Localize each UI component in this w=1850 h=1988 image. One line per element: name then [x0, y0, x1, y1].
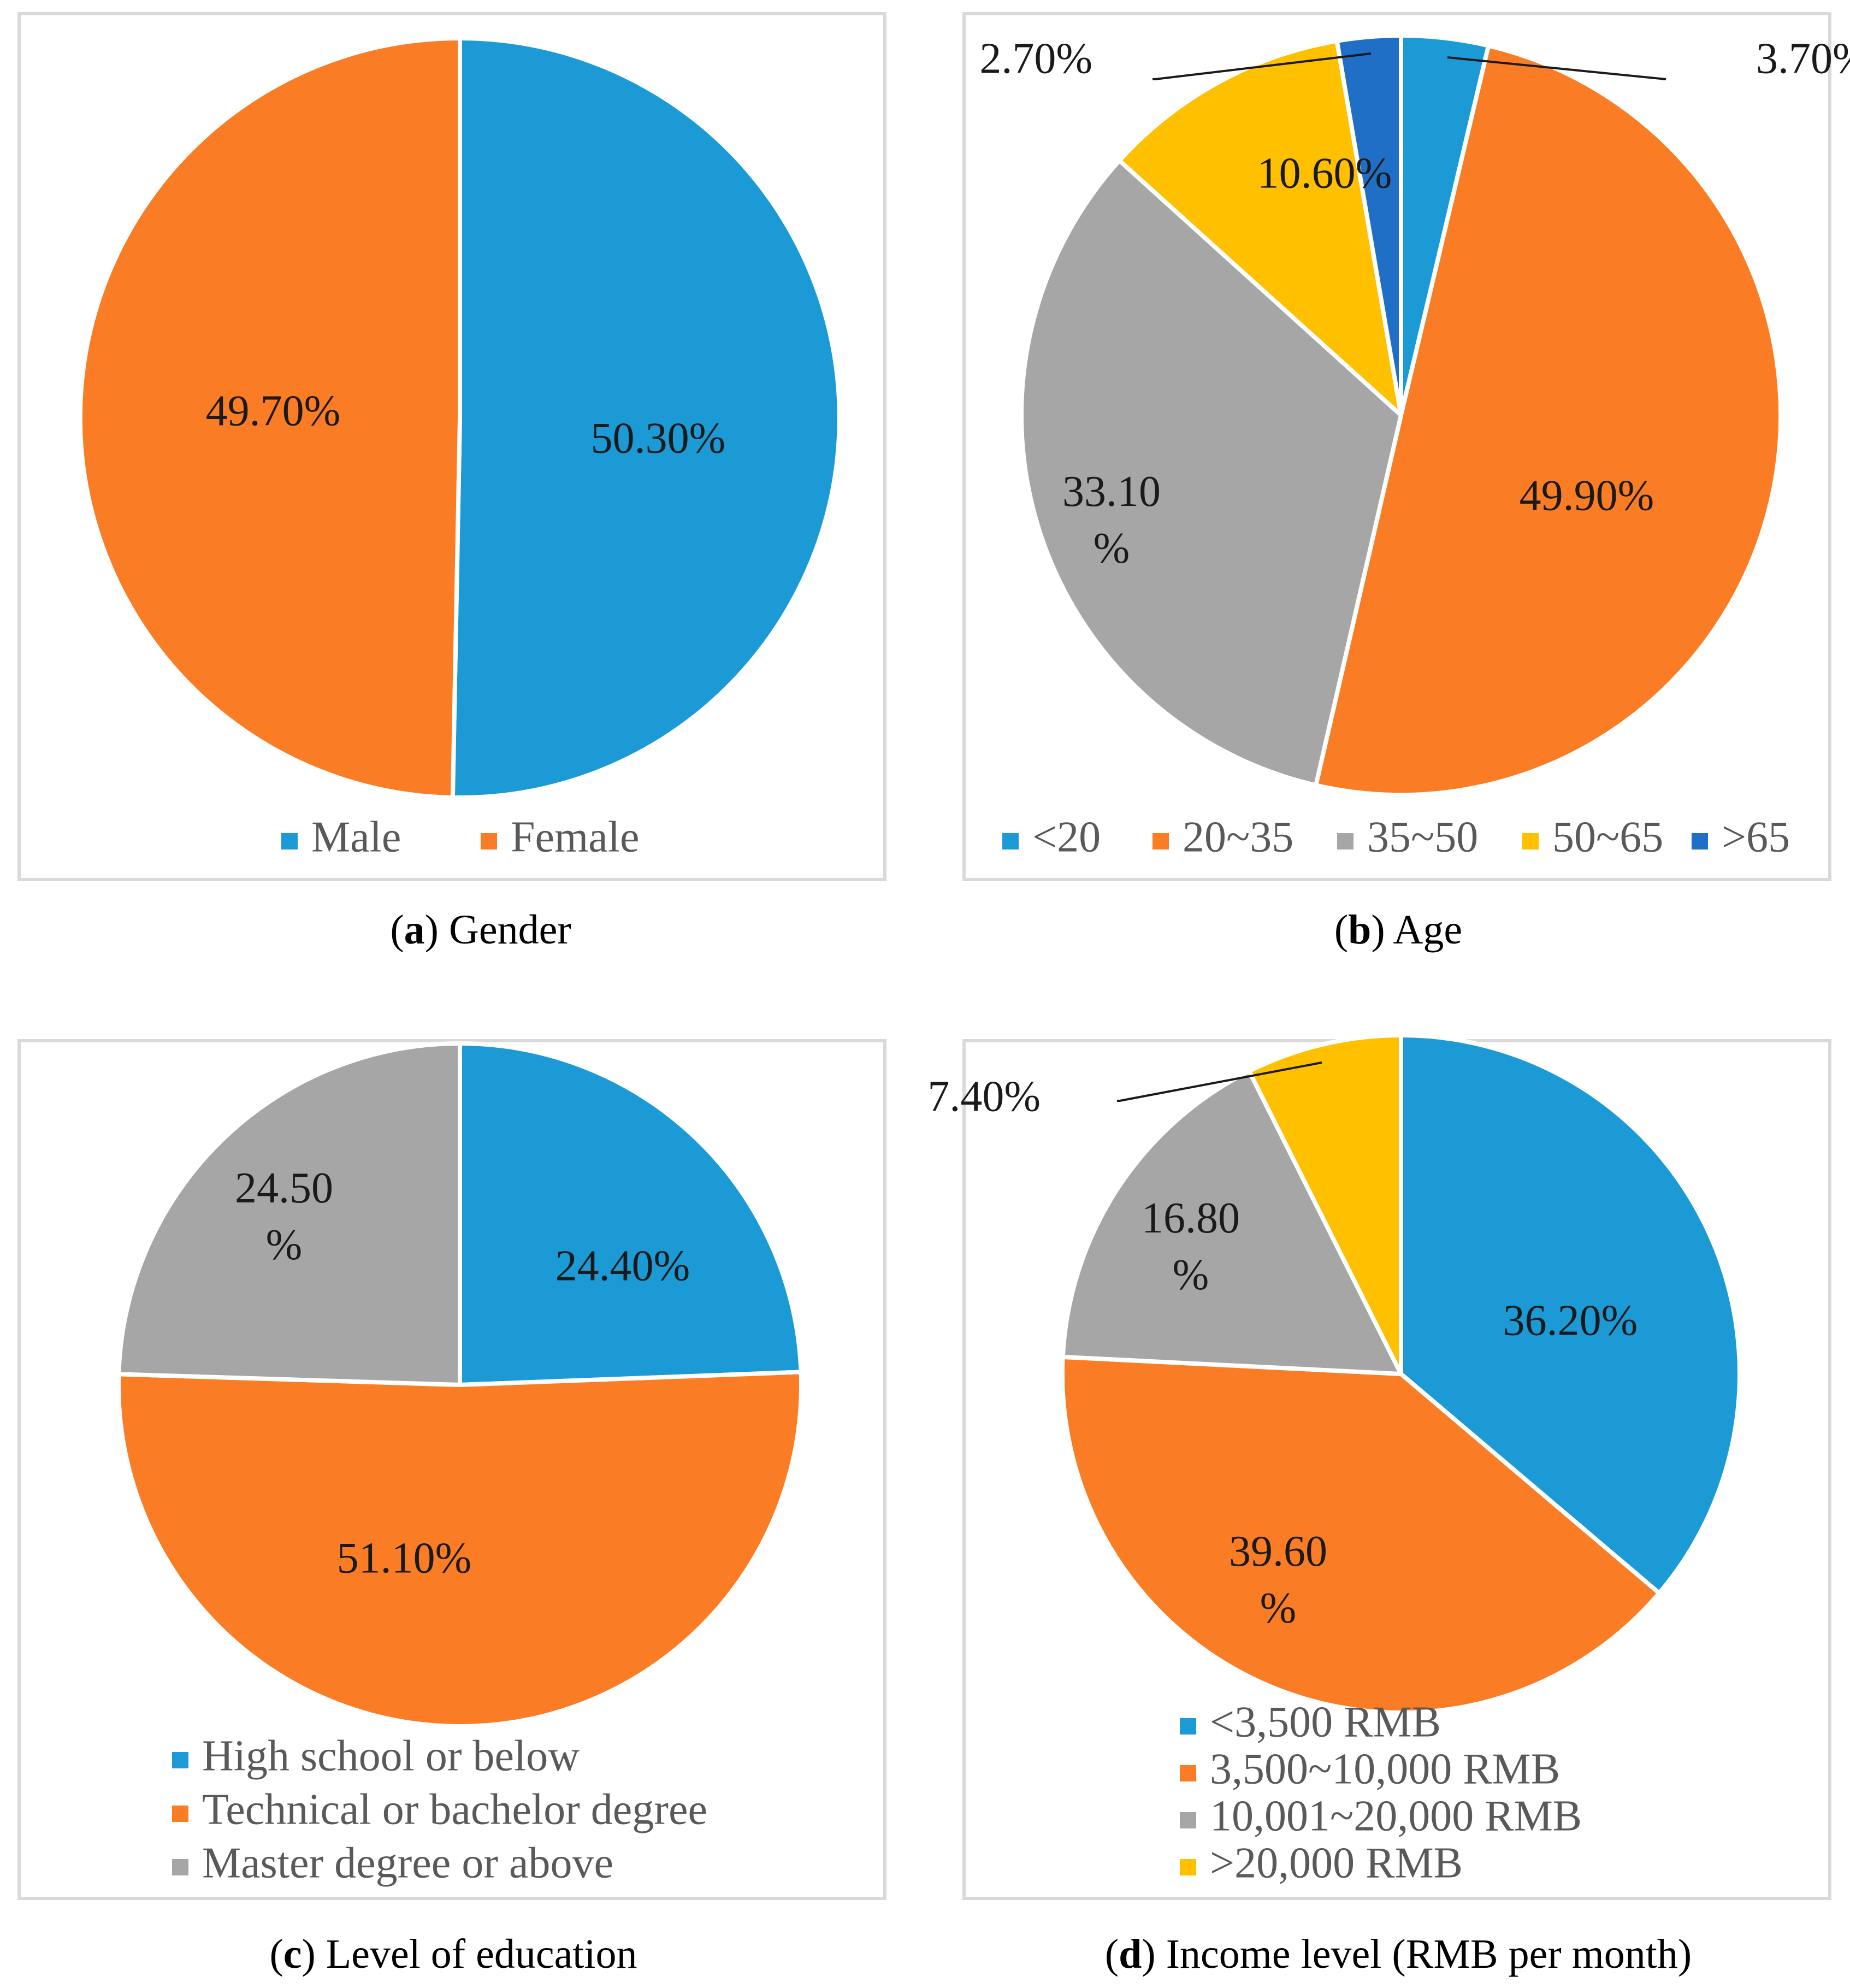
- legend-swatch-3-500-10-000-rmb: [1180, 1765, 1196, 1781]
- panel-c: 24.40% 51.10% 24.50 % High school or below Te…: [17, 1039, 886, 1977]
- panel-caption: (c) Level of education: [269, 1931, 637, 1977]
- legend-label-65: >65: [1722, 813, 1790, 861]
- legend-swatch-male: [281, 833, 298, 850]
- caption-title: Level of education: [316, 1931, 637, 1977]
- legend-label-50-65: 50~65: [1552, 813, 1663, 861]
- panel-caption: (a) Gender: [390, 907, 571, 953]
- legend-label-20-000-rmb: >20,000 RMB: [1210, 1839, 1463, 1887]
- caption-letter: b: [1348, 907, 1371, 953]
- legend-swatch-high-school-or-below: [172, 1752, 188, 1768]
- caption-title: Age: [1385, 907, 1462, 953]
- panel-caption: (d) Income level (RMB per month): [1105, 1931, 1692, 1977]
- legend-swatch-20: [1002, 833, 1019, 850]
- data-label-female: 49.70%: [206, 387, 341, 435]
- legend-swatch-20-000-rmb: [1180, 1859, 1196, 1875]
- pie-slice-50-65: [1117, 38, 1403, 417]
- pie-slice-3-500-10-000-rmb: [1060, 1354, 1662, 1715]
- caption-letter: c: [283, 1931, 302, 1977]
- legend-label-3-500-rmb: <3,500 RMB: [1210, 1698, 1441, 1746]
- legend-swatch-10-001-20-000-rmb: [1180, 1812, 1196, 1828]
- data-label-65: 2.70%: [979, 34, 1092, 82]
- legend-swatch-20-35: [1152, 833, 1169, 850]
- panel-d: 36.20% 39.60 % 16.80 % 7.40% <3,500 RMB3,500~1…: [927, 1033, 1831, 1977]
- data-label-male: 50.30%: [591, 414, 726, 462]
- pie-slice-master-degree-or-above: [116, 1041, 462, 1387]
- legend-label-10-001-20-000-rmb: 10,001~20,000 RMB: [1210, 1792, 1582, 1840]
- leader-line: [1152, 52, 1372, 80]
- pie-slice-65: [1334, 33, 1403, 417]
- legend-label-male: Male: [311, 813, 401, 861]
- legend-swatch-50-65: [1522, 833, 1539, 850]
- data-label-high-school-or-below: 24.40%: [555, 1242, 690, 1290]
- caption-letter: d: [1119, 1931, 1142, 1977]
- legend: <20 20~35 35~50 50~65 >65: [1002, 813, 1790, 861]
- legend-label-20: <20: [1032, 813, 1101, 861]
- panel-b: 3.70% 49.90% 33.10% 10.60% 2.70% <20 20~35 35~5…: [962, 12, 1850, 953]
- legend-label-high-school-or-below: High school or below: [202, 1732, 580, 1780]
- panel-caption: (b) Age: [1334, 907, 1462, 953]
- leader-line: [1447, 56, 1666, 80]
- data-label-20-000-rmb: 7.40%: [927, 1072, 1041, 1120]
- caption-letter: a: [404, 907, 425, 953]
- panel-a: 50.30% 49.70% Male Female (a) Gender: [17, 12, 886, 953]
- pie-slice-3-500-rmb: [1399, 1033, 1742, 1596]
- data-label-master-degree-or-above: 24.50%: [235, 1164, 333, 1269]
- data-label-3-500-10-000-rmb: 39.60%: [1229, 1527, 1327, 1632]
- caption-title: Income level (RMB per month): [1156, 1931, 1692, 1977]
- legend: High school or below Technical or bachelo…: [172, 1732, 707, 1887]
- legend-label-master-degree-or-above: Master degree or above: [202, 1839, 613, 1887]
- legend-label-female: Female: [511, 813, 639, 861]
- data-label-10-001-20-000-rmb: 16.80%: [1142, 1194, 1240, 1299]
- caption-title: Gender: [439, 907, 571, 953]
- data-label-technical-or-bachelor-degree: 51.10%: [337, 1534, 472, 1582]
- data-label-20: 3.70%: [1756, 34, 1850, 82]
- legend-swatch-35-50: [1337, 833, 1353, 850]
- data-label-50-65: 10.60%: [1257, 149, 1392, 197]
- pie-slice-female: [78, 36, 462, 800]
- legend: Male Female: [281, 813, 639, 861]
- data-label-20-35: 49.90%: [1520, 471, 1654, 520]
- legend-label-35-50: 35~50: [1367, 813, 1478, 861]
- legend-label-technical-or-bachelor-degree: Technical or bachelor degree: [202, 1785, 707, 1833]
- pie-slice-20-35: [1314, 43, 1783, 798]
- legend-label-20-35: 20~35: [1183, 813, 1293, 861]
- legend-swatch-3-500-rmb: [1180, 1718, 1196, 1735]
- pie-slice-10-001-20-000-rmb: [1060, 1069, 1403, 1376]
- pie-slice-35-50: [1019, 158, 1403, 788]
- legend-label-3-500-10-000-rmb: 3,500~10,000 RMB: [1210, 1745, 1560, 1793]
- pie-slice-technical-or-bachelor-degree: [116, 1370, 803, 1729]
- legend-swatch-65: [1692, 833, 1708, 850]
- pie-slice-male: [450, 36, 842, 800]
- data-label-3-500-rmb: 36.20%: [1503, 1296, 1638, 1344]
- pie-slice-high-school-or-below: [458, 1041, 803, 1387]
- leader-line: [1117, 1061, 1322, 1102]
- pie-slice-20-000-rmb: [1247, 1033, 1403, 1376]
- legend-swatch-technical-or-bachelor-degree: [172, 1806, 188, 1822]
- legend-swatch-master-degree-or-above: [172, 1859, 188, 1875]
- data-label-35-50: 33.10%: [1062, 468, 1161, 573]
- legend-swatch-female: [481, 833, 497, 850]
